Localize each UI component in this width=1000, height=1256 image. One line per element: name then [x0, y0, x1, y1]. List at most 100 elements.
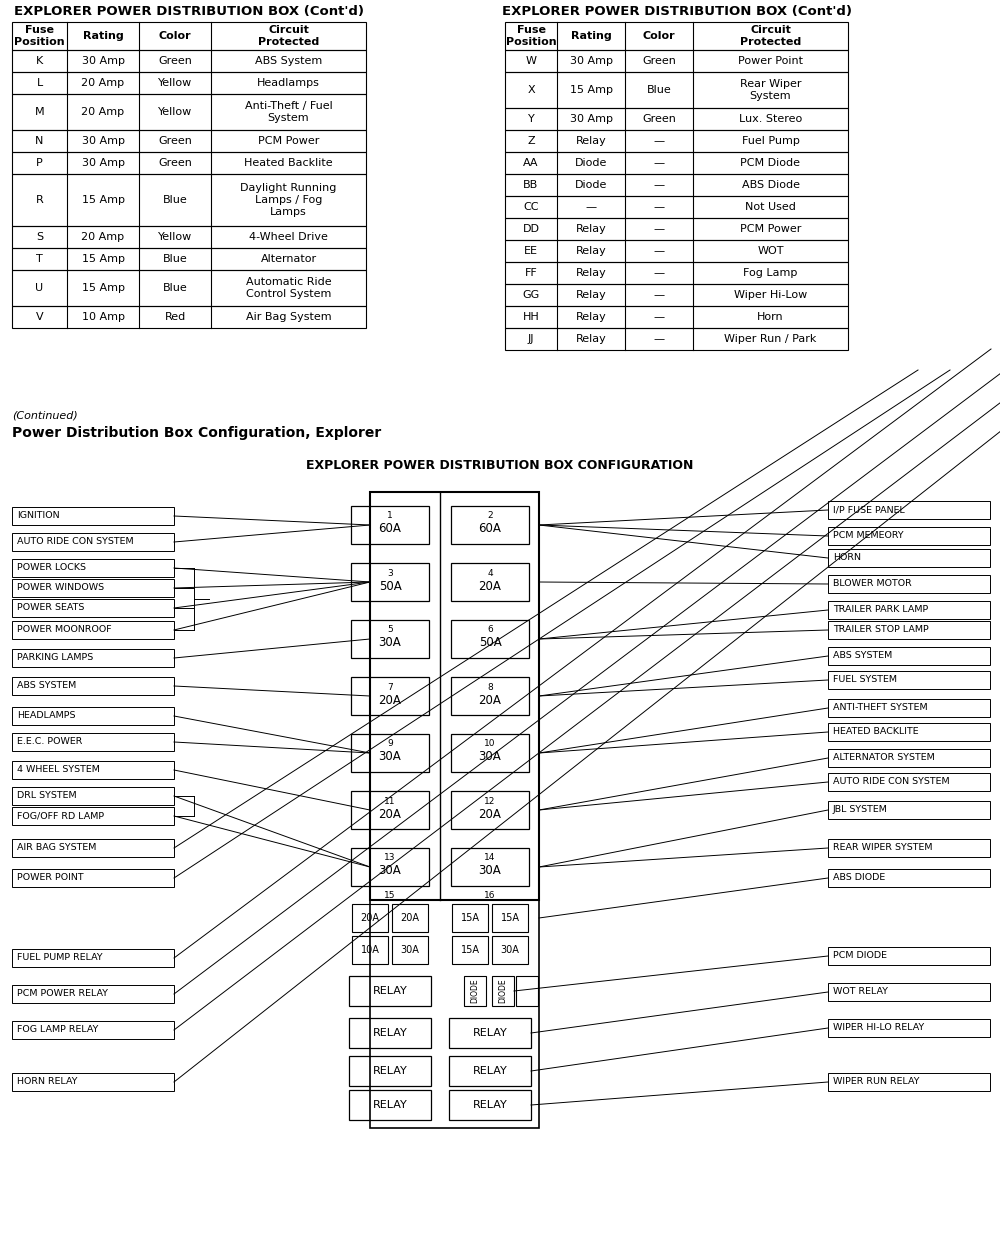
Text: U: U [35, 283, 44, 293]
Text: 16: 16 [484, 891, 496, 901]
Bar [828, 749, 990, 767]
Text: DIODE: DIODE [498, 978, 508, 1004]
Text: —: — [653, 334, 665, 344]
Bar [828, 620, 990, 639]
Text: Yellow: Yellow [158, 232, 192, 242]
Bar [828, 528, 990, 545]
Bar [351, 677, 429, 715]
Bar [828, 671, 990, 690]
Bar [449, 1056, 531, 1086]
Bar [828, 947, 990, 965]
Bar [349, 976, 431, 1006]
Bar [392, 904, 428, 932]
Bar [452, 904, 488, 932]
Text: AUTO RIDE CON SYSTEM: AUTO RIDE CON SYSTEM [17, 538, 134, 546]
Text: P: P [36, 158, 43, 168]
Bar [12, 620, 174, 639]
Text: 30 Amp: 30 Amp [570, 114, 612, 124]
Text: 15A: 15A [501, 913, 520, 923]
Text: ABS Diode: ABS Diode [742, 180, 800, 190]
Text: JBL SYSTEM: JBL SYSTEM [833, 805, 888, 814]
Text: Fuse
Position: Fuse Position [506, 25, 556, 46]
Text: PCM MEMEORY: PCM MEMEORY [833, 531, 904, 540]
Text: POWER MOONROOF: POWER MOONROOF [17, 625, 112, 634]
Text: Rear Wiper
System: Rear Wiper System [740, 79, 801, 100]
Text: ABS SYSTEM: ABS SYSTEM [17, 682, 76, 691]
Text: 30A: 30A [379, 751, 401, 764]
Text: 30A: 30A [479, 751, 501, 764]
Text: Not Used: Not Used [745, 202, 796, 212]
Text: Y: Y [528, 114, 534, 124]
Text: Green: Green [158, 136, 192, 146]
Text: EXPLORER POWER DISTRIBUTION BOX (Cont'd): EXPLORER POWER DISTRIBUTION BOX (Cont'd) [14, 5, 364, 18]
Bar [451, 677, 529, 715]
Text: 20 Amp: 20 Amp [81, 232, 125, 242]
Text: 1: 1 [387, 511, 393, 520]
Text: FF: FF [525, 268, 537, 278]
Text: —: — [585, 202, 597, 212]
Text: DRL SYSTEM: DRL SYSTEM [17, 791, 77, 800]
Text: DD: DD [522, 224, 540, 234]
Bar [505, 284, 848, 306]
Text: Circuit
Protected: Circuit Protected [740, 25, 801, 46]
Text: Relay: Relay [576, 246, 606, 256]
Text: HEATED BACKLITE: HEATED BACKLITE [833, 727, 919, 736]
Text: TRAILER PARK LAMP: TRAILER PARK LAMP [833, 605, 928, 614]
Text: TRAILER STOP LAMP: TRAILER STOP LAMP [833, 625, 929, 634]
Bar [828, 1019, 990, 1037]
Text: 10: 10 [484, 740, 496, 749]
Text: HH: HH [523, 311, 539, 322]
Bar [349, 1090, 431, 1120]
Text: Blue: Blue [163, 254, 187, 264]
Text: 15A: 15A [460, 945, 480, 955]
Bar [464, 976, 486, 1006]
Bar [12, 1021, 174, 1039]
Bar [12, 247, 366, 270]
Bar [452, 936, 488, 965]
Text: POWER LOCKS: POWER LOCKS [17, 564, 86, 573]
Text: 3: 3 [387, 569, 393, 578]
Bar [351, 734, 429, 772]
Text: Fuel Pump: Fuel Pump [742, 136, 799, 146]
Text: W: W [526, 57, 536, 67]
Text: WIPER RUN RELAY: WIPER RUN RELAY [833, 1078, 920, 1086]
Bar [12, 839, 174, 857]
Bar [505, 72, 848, 108]
Bar [505, 240, 848, 263]
Bar [492, 904, 528, 932]
Bar [451, 791, 529, 829]
Text: Circuit
Protected: Circuit Protected [258, 25, 319, 46]
Text: Blue: Blue [163, 283, 187, 293]
Text: Relay: Relay [576, 224, 606, 234]
Text: 30A: 30A [379, 637, 401, 649]
Text: PCM DIODE: PCM DIODE [833, 952, 887, 961]
Text: Rating: Rating [83, 31, 123, 41]
Bar [505, 131, 848, 152]
Text: FOG/OFF RD LAMP: FOG/OFF RD LAMP [17, 811, 104, 820]
Text: V: V [36, 311, 43, 322]
Text: Relay: Relay [576, 311, 606, 322]
Text: RELAY: RELAY [473, 1066, 507, 1076]
Bar [12, 985, 174, 1004]
Text: N: N [35, 136, 44, 146]
Text: Green: Green [642, 57, 676, 67]
Text: Yellow: Yellow [158, 78, 192, 88]
Text: DIODE: DIODE [471, 978, 480, 1004]
Bar [392, 936, 428, 965]
Text: Relay: Relay [576, 334, 606, 344]
Bar [12, 869, 174, 887]
Text: 9: 9 [387, 740, 393, 749]
Text: Green: Green [642, 114, 676, 124]
Text: Color: Color [159, 31, 191, 41]
Text: 50A: 50A [379, 579, 401, 593]
Bar [12, 23, 366, 50]
Bar [505, 23, 848, 50]
Text: RELAY: RELAY [473, 1027, 507, 1037]
Bar [12, 152, 366, 175]
Text: JJ: JJ [528, 334, 534, 344]
Bar [12, 533, 174, 551]
Bar [505, 328, 848, 350]
Bar [12, 788, 174, 805]
Bar [451, 620, 529, 658]
Text: 8: 8 [487, 682, 493, 692]
